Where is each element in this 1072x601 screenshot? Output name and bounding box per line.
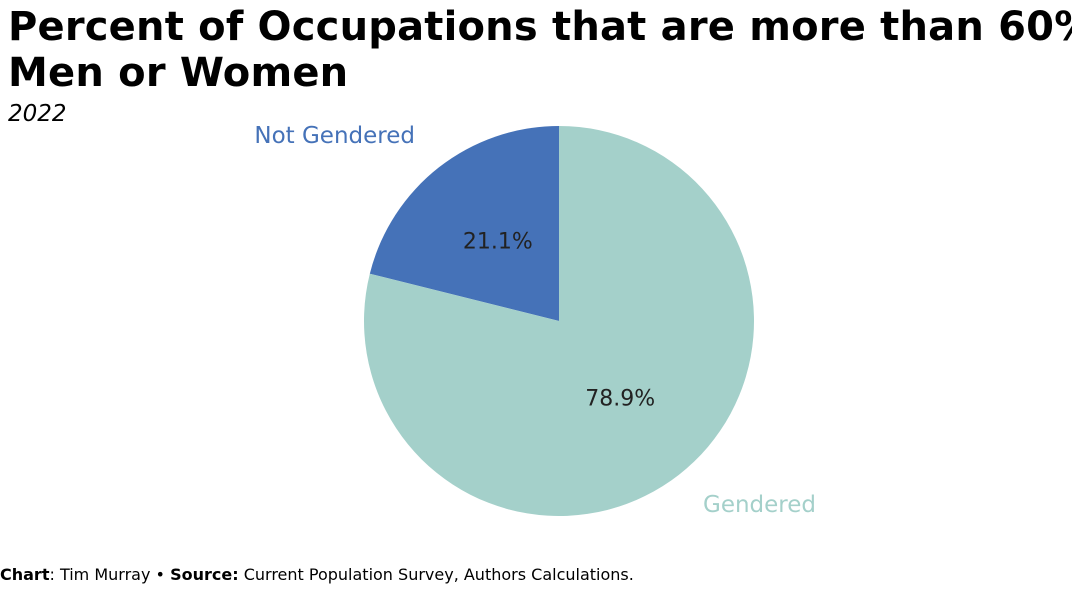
caption-chart-label: Chart	[0, 565, 50, 584]
pie-labels: 21.1% Not Gendered 78.9% Gendered	[254, 123, 816, 518]
chart-title-line-1: Percent of Occupations that are more tha…	[8, 4, 1072, 50]
pie-data-label-gendered: 78.9%	[585, 386, 655, 411]
pie-slice-gendered	[364, 126, 755, 517]
chart-subtitle: 2022	[8, 101, 67, 127]
pie-category-label-not-gendered: Not Gendered	[254, 123, 415, 149]
pie-slices	[364, 126, 755, 517]
caption-colon: :	[49, 565, 60, 584]
chart-title: Percent of Occupations that are more tha…	[8, 4, 1072, 96]
caption-chart-author: Tim Murray	[59, 565, 151, 584]
chart-caption: Chart: Tim Murray • Source: Current Popu…	[0, 565, 634, 585]
caption-source-text: Current Population Survey, Authors Calcu…	[243, 565, 634, 584]
caption-source-label: Source:	[170, 565, 239, 584]
caption-separator: •	[155, 565, 165, 584]
chart-title-line-2: Men or Women	[8, 50, 349, 96]
pie-slice-not-gendered	[369, 126, 559, 321]
pie-category-label-gendered: Gendered	[703, 492, 816, 518]
pie-data-label-not-gendered: 21.1%	[463, 230, 533, 255]
